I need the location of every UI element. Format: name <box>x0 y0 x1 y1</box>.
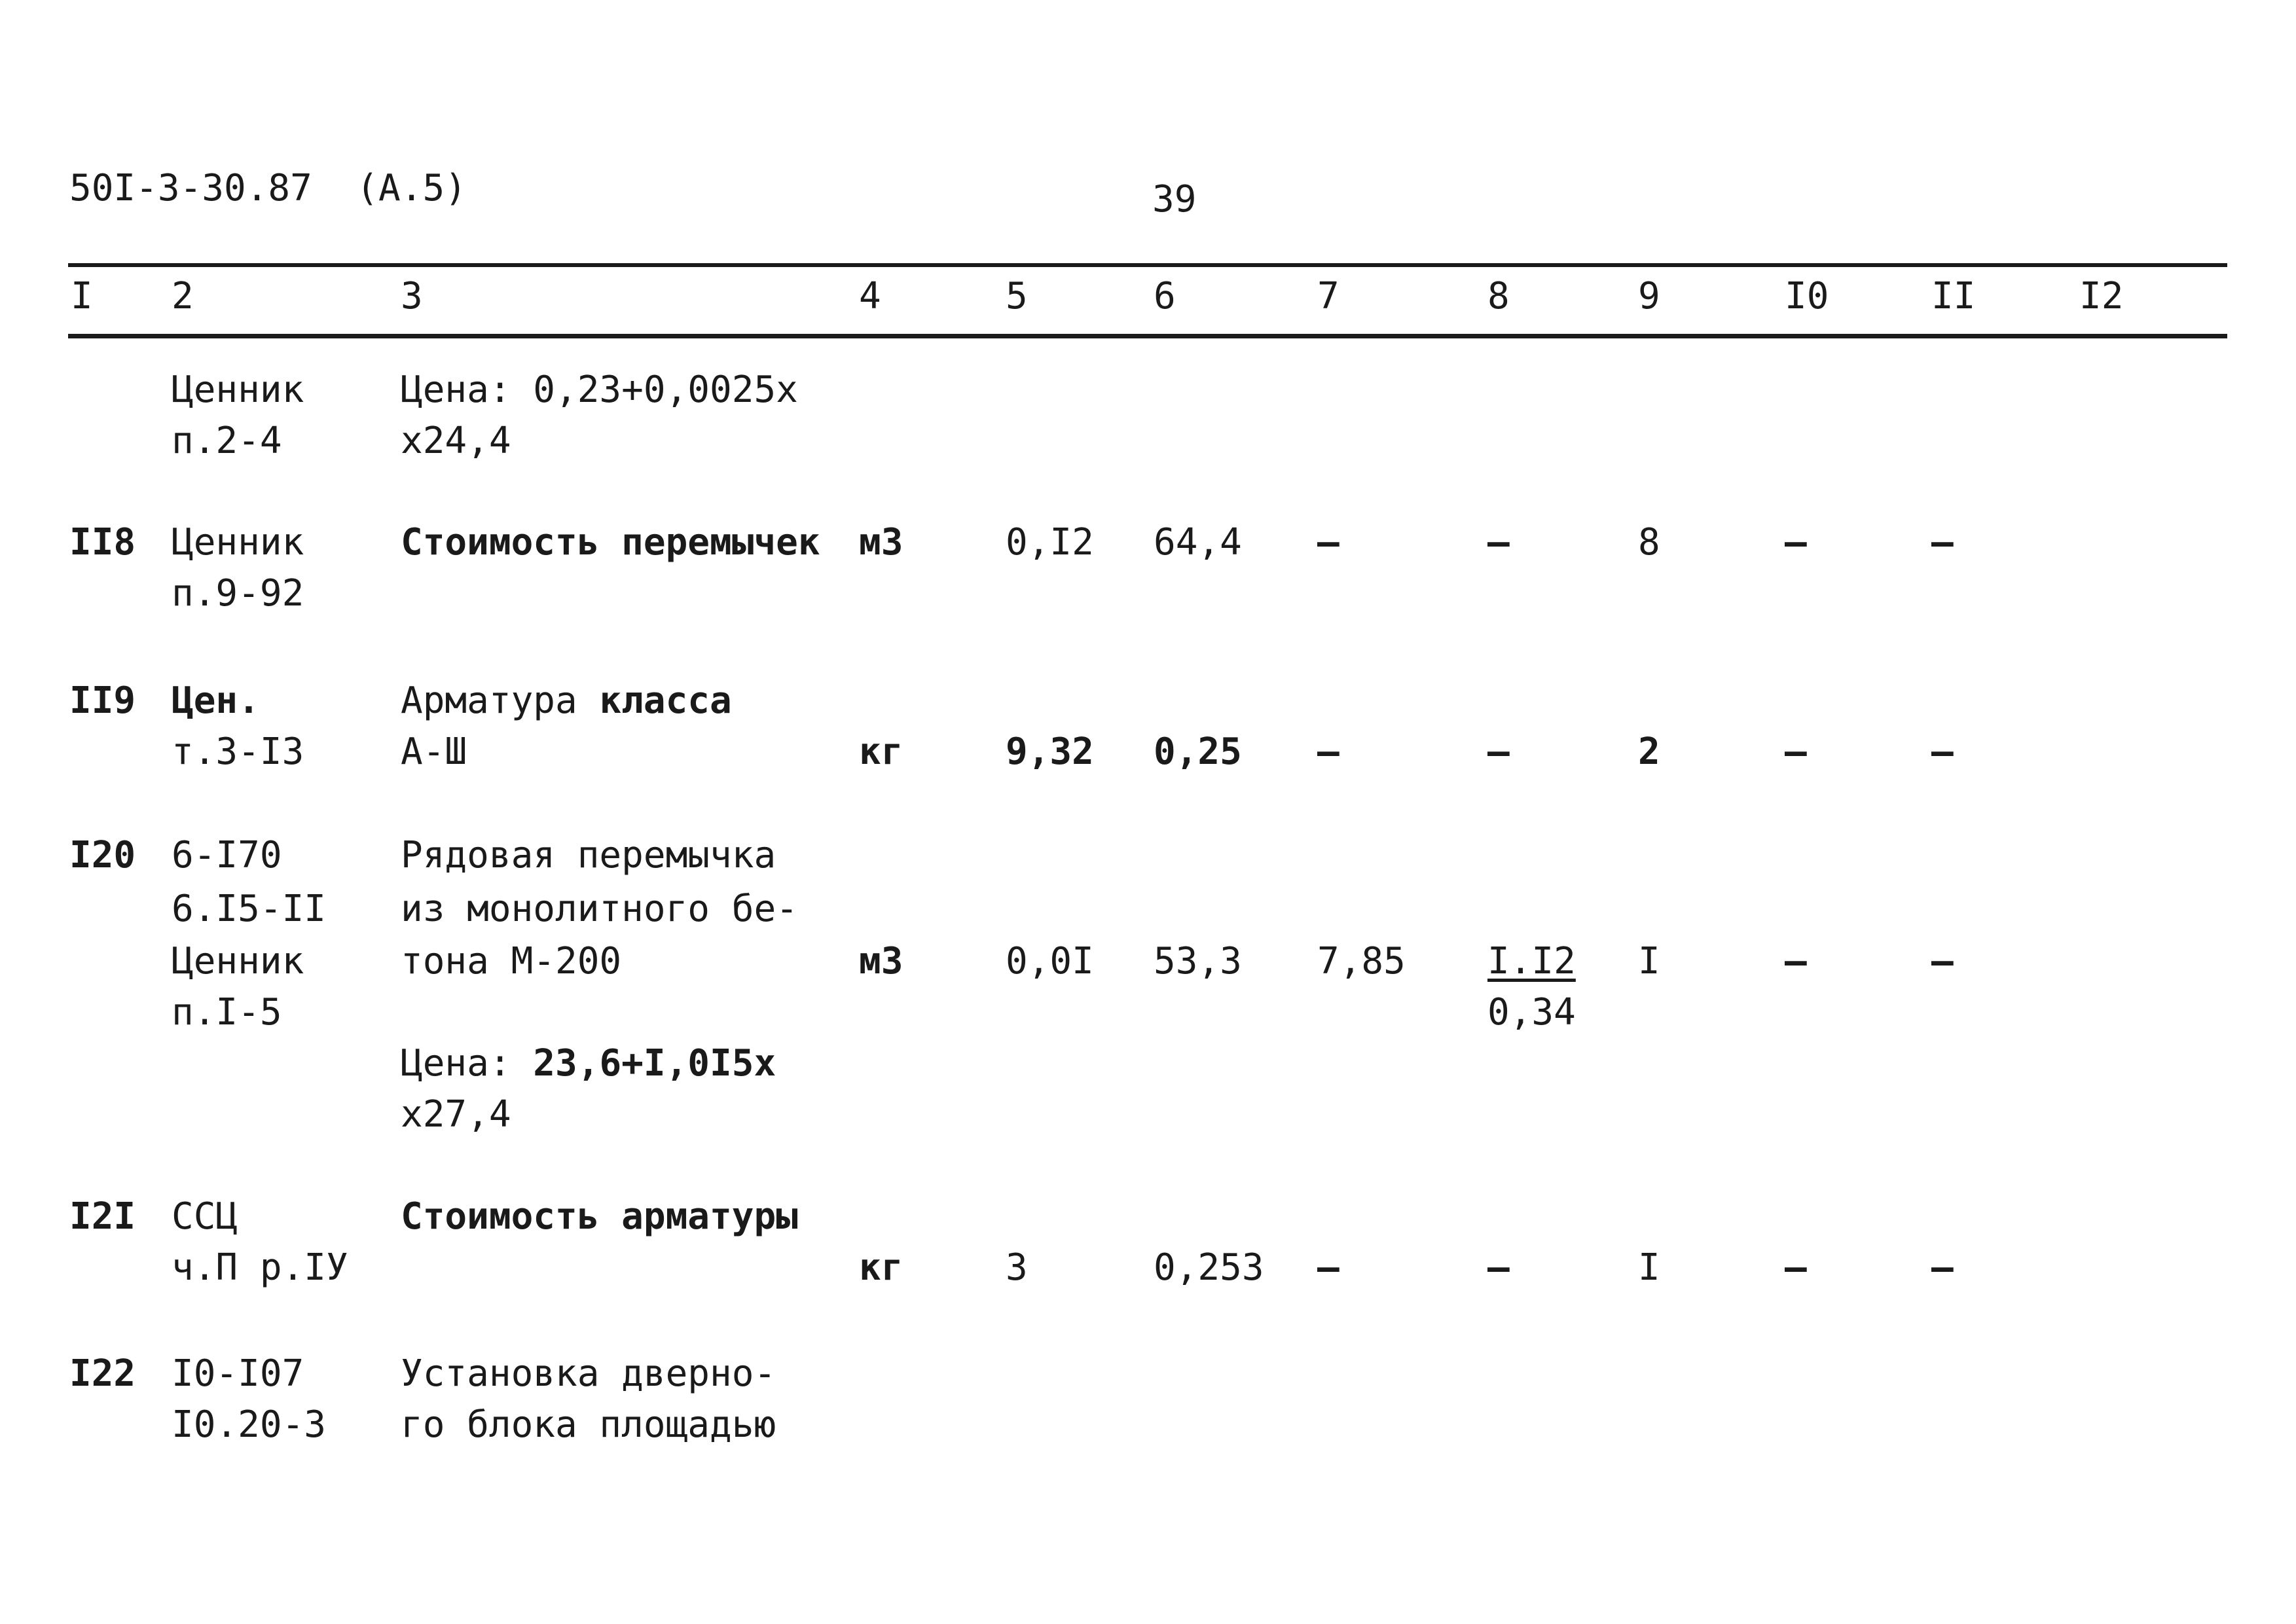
unit-cell: м3 <box>859 940 903 983</box>
row-description-line: Цена: 23,6+I,0I5х <box>401 1038 776 1089</box>
col7-cell: 7,85 <box>1317 940 1406 983</box>
col8-cell: – <box>1487 1246 1510 1289</box>
description-text: Цена: <box>401 1042 534 1085</box>
row-number: I2I <box>69 1195 136 1238</box>
row-number: II8 <box>69 521 136 564</box>
col10-cell: – <box>1785 1246 1807 1289</box>
column-header-9: 9 <box>1638 275 1660 317</box>
column-header-6: 6 <box>1154 275 1176 317</box>
description-text-bold: класса <box>599 679 732 722</box>
col10-cell: – <box>1785 521 1807 564</box>
unit-cell: м3 <box>859 521 903 564</box>
description-text-bold: 23,6+I,0I5х <box>533 1042 776 1085</box>
row-reference-line: Цен. <box>172 679 260 722</box>
document-code: 50I-3-30.87 (A.5) <box>69 167 467 209</box>
unit-cell: кг <box>859 731 903 773</box>
column-header-11: II <box>1931 275 1976 317</box>
row-description-line: Цена: 0,23+0,0025х <box>401 369 798 411</box>
row-reference-line: I0.20-3 <box>172 1403 327 1446</box>
col8-cell: – <box>1487 521 1510 564</box>
col6-cell: 0,253 <box>1154 1246 1264 1289</box>
row-reference-line: Ценник <box>172 369 304 411</box>
row-reference-line: ССЦ <box>172 1195 238 1238</box>
col5-cell: 9,32 <box>1006 731 1094 773</box>
row-description-line: х27,4 <box>401 1093 511 1136</box>
row-reference-line: Ценник <box>172 940 304 983</box>
row-number: II9 <box>69 679 136 722</box>
col9-cell: I <box>1638 940 1660 983</box>
col11-cell: – <box>1931 940 1954 983</box>
row-reference-line: 6-I70 <box>172 834 282 876</box>
row-description-line: Рядовая перемычка <box>401 834 776 876</box>
row-number: I20 <box>69 834 136 876</box>
col7-cell: – <box>1317 1246 1339 1289</box>
unit-cell: кг <box>859 1246 903 1289</box>
column-header-10: I0 <box>1785 275 1829 317</box>
col8-cell: – <box>1487 731 1510 773</box>
column-header-2: 2 <box>172 275 194 317</box>
column-header-1: I <box>71 275 93 317</box>
col11-cell: – <box>1931 1246 1954 1289</box>
row-reference-line: п.2-4 <box>172 420 282 462</box>
row-description-line: тона М-200 <box>401 940 622 983</box>
col5-cell: 0,0I <box>1006 940 1094 983</box>
col5-cell: 3 <box>1006 1246 1028 1289</box>
col9-cell: 8 <box>1638 521 1660 564</box>
col10-cell: – <box>1785 731 1807 773</box>
row-description-line: х24,4 <box>401 420 511 462</box>
col6-cell: 0,25 <box>1154 731 1242 773</box>
row-description-line: Стоимость арматуры <box>401 1195 798 1238</box>
row-reference-line: I0-I07 <box>172 1352 304 1395</box>
col5-cell: 0,I2 <box>1006 521 1094 564</box>
col6-cell: 53,3 <box>1154 940 1242 983</box>
page-number: 39 <box>1152 178 1197 221</box>
row-description-line: из монолитного бе- <box>401 888 798 930</box>
row-description-line: го блока площадью <box>401 1403 776 1446</box>
col7-cell: – <box>1317 731 1339 773</box>
column-header-8: 8 <box>1487 275 1510 317</box>
column-header-4: 4 <box>859 275 881 317</box>
table-top-rule <box>68 263 2227 267</box>
col8-cell-denominator: 0,34 <box>1487 991 1576 1034</box>
column-header-7: 7 <box>1317 275 1339 317</box>
row-number: I22 <box>69 1352 136 1395</box>
col11-cell: – <box>1931 731 1954 773</box>
row-reference-line: п.I-5 <box>172 991 282 1034</box>
description-text: Арматура <box>401 679 600 722</box>
col10-cell: – <box>1785 940 1807 983</box>
column-header-3: 3 <box>401 275 423 317</box>
column-header-5: 5 <box>1006 275 1028 317</box>
row-reference-line: п.9-92 <box>172 572 304 615</box>
col9-cell: 2 <box>1638 731 1660 773</box>
row-description-line: А-Ш <box>401 731 467 773</box>
col7-cell: – <box>1317 521 1339 564</box>
col6-cell: 64,4 <box>1154 521 1242 564</box>
row-description-line: Установка дверно- <box>401 1352 776 1395</box>
col9-cell: I <box>1638 1246 1660 1289</box>
column-header-12: I2 <box>2079 275 2124 317</box>
row-reference-line: 6.I5-II <box>172 888 327 930</box>
row-reference-line: ч.П р.IУ <box>172 1246 348 1289</box>
col11-cell: – <box>1931 521 1954 564</box>
row-reference-line: Ценник <box>172 521 304 564</box>
col8-cell-numerator: I.I2 <box>1487 940 1576 983</box>
row-description-line: Арматура класса <box>401 676 732 727</box>
row-description-line: Стоимость перемычек <box>401 521 820 564</box>
row-reference-line: т.3-I3 <box>172 731 304 773</box>
table-header-bottom-rule <box>68 334 2227 338</box>
